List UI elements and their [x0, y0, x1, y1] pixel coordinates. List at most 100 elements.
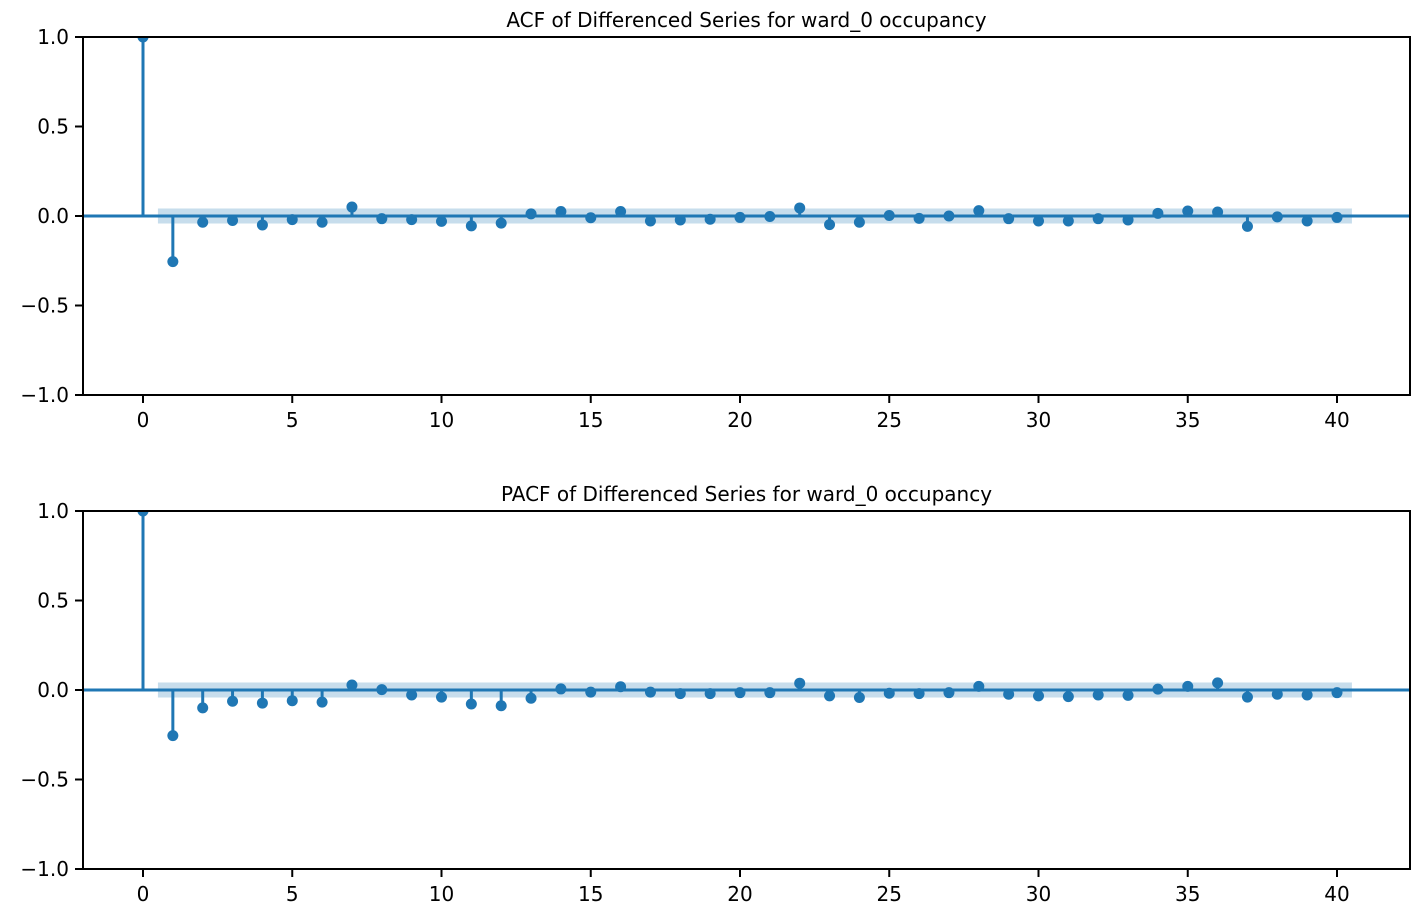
pacf-marker: [853, 692, 865, 704]
acf-marker: [1152, 207, 1164, 219]
pacf-marker: [1152, 683, 1164, 695]
acf-x-tick-label: 25: [877, 408, 902, 432]
acf-marker: [316, 216, 328, 228]
acf-marker: [824, 219, 836, 231]
acf-x-tick-label: 20: [727, 408, 752, 432]
acf-marker: [465, 220, 477, 232]
acf-marker: [227, 214, 239, 226]
pacf-x-tick-label: 10: [429, 882, 454, 906]
acf-marker: [1301, 215, 1313, 227]
acf-marker: [853, 216, 865, 228]
pacf-stem-series: [137, 511, 1343, 742]
pacf-marker: [883, 687, 895, 699]
pacf-marker: [1062, 691, 1074, 703]
acf-marker: [555, 206, 567, 218]
pacf-marker: [436, 691, 447, 703]
pacf-marker: [1212, 677, 1224, 689]
pacf-x-tick-label: 15: [578, 882, 603, 906]
acf-marker: [1241, 220, 1253, 232]
pacf-marker: [1182, 680, 1194, 692]
pacf-marker: [525, 692, 537, 704]
acf-x-tick-label: 15: [578, 408, 603, 432]
pacf-marker: [674, 688, 686, 700]
pacf-marker: [615, 681, 627, 693]
pacf-marker: [585, 686, 597, 698]
acf-marker: [1331, 211, 1343, 223]
pacf-x-tick-label: 5: [286, 882, 299, 906]
acf-marker: [1212, 206, 1224, 218]
pacf-marker: [495, 700, 507, 712]
acf-stem-series: [137, 37, 1343, 268]
pacf-marker: [316, 696, 328, 708]
acf-marker: [1062, 215, 1074, 227]
pacf-y-tick-label: −0.5: [20, 768, 69, 792]
acf-marker: [197, 216, 209, 228]
pacf-marker: [286, 695, 298, 707]
pacf-marker: [227, 695, 239, 707]
acf-marker: [674, 214, 686, 226]
pacf-marker: [824, 690, 836, 702]
acf-marker: [1271, 211, 1283, 223]
pacf-marker: [406, 689, 418, 701]
acf-marker: [1182, 205, 1194, 217]
pacf-marker: [465, 698, 477, 710]
acf-x-tick-label: 0: [137, 408, 150, 432]
acf-marker: [883, 209, 895, 221]
pacf-marker: [1271, 688, 1283, 700]
acf-y-tick-label: 1.0: [37, 25, 69, 49]
acf-marker: [346, 201, 358, 213]
pacf-marker: [376, 684, 388, 696]
acf-marker: [436, 215, 447, 227]
pacf-x-tick-label: 35: [1175, 882, 1200, 906]
pacf-y-tick-label: 0.0: [37, 678, 69, 702]
acf-marker: [794, 202, 806, 214]
pacf-marker: [973, 680, 985, 692]
acf-y-tick-label: −0.5: [20, 294, 69, 318]
pacf-marker: [1122, 689, 1134, 701]
pacf-marker: [1331, 687, 1343, 699]
acf-x-tick-label: 30: [1026, 408, 1051, 432]
acf-marker: [973, 205, 985, 217]
acf-marker: [286, 214, 298, 226]
pacf-marker: [346, 679, 358, 691]
pacf-x-tick-label: 25: [877, 882, 902, 906]
acf-x-tick-label: 5: [286, 408, 299, 432]
pacf-marker: [1301, 689, 1313, 701]
pacf-marker: [1033, 690, 1044, 702]
acf-y-tick-label: 0.0: [37, 204, 69, 228]
pacf-marker: [794, 677, 806, 689]
pacf-marker: [644, 686, 656, 698]
pacf-marker: [764, 687, 776, 699]
acf-marker: [495, 217, 507, 229]
acf-x-tick-label: 10: [429, 408, 454, 432]
pacf-marker: [1003, 688, 1015, 700]
pacf-x-tick-label: 30: [1026, 882, 1051, 906]
acf-marker: [256, 219, 268, 231]
pacf-marker: [197, 702, 209, 714]
pacf-y-tick-label: −1.0: [20, 857, 69, 881]
pacf-marker: [704, 688, 716, 700]
pacf-x-tick-label: 40: [1324, 882, 1349, 906]
acf-marker: [167, 256, 179, 268]
acf-marker: [376, 213, 388, 225]
pacf-marker: [1241, 691, 1253, 703]
acf-marker: [943, 210, 955, 222]
pacf-x-tick-label: 20: [727, 882, 752, 906]
pacf-x-tick-label: 0: [137, 882, 150, 906]
pacf-marker: [555, 683, 567, 695]
pacf-marker: [167, 730, 179, 742]
acf-marker: [1092, 213, 1104, 225]
acf-marker: [913, 212, 925, 224]
acf-marker: [137, 37, 149, 43]
acf-y-tick-label: −1.0: [20, 383, 69, 407]
acf-marker: [734, 211, 746, 223]
acf-marker: [525, 208, 537, 220]
pacf-marker: [256, 697, 268, 709]
acf-marker: [704, 213, 716, 225]
pacf-marker: [137, 511, 149, 517]
acf-x-tick-label: 35: [1175, 408, 1200, 432]
pacf-y-tick-label: 0.5: [37, 589, 69, 613]
acf-marker: [1033, 215, 1044, 227]
